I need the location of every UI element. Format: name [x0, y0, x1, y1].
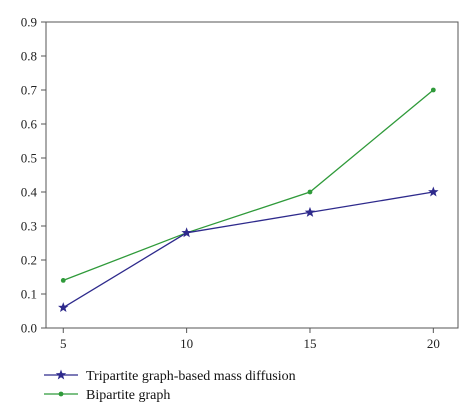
data-point-star: [58, 302, 69, 313]
data-point-dot: [430, 87, 436, 93]
data-point-star: [428, 186, 439, 197]
legend-dot-icon: [58, 391, 64, 397]
series-tripartite: [58, 186, 439, 313]
x-tick-label: 5: [60, 336, 67, 351]
legend-item: Tripartite graph-based mass diffusion: [44, 369, 296, 384]
series-bipartite: [60, 87, 436, 283]
y-tick-label: 0.0: [21, 321, 37, 336]
y-tick-label: 0.2: [21, 253, 37, 268]
plot-frame: [45, 21, 459, 329]
y-axis: 0.0 0.1 0.2 0.3 0.4 0.5 0.6 0.7 0.8 0.9: [21, 15, 46, 336]
legend: Tripartite graph-based mass diffusion Bip…: [44, 369, 296, 403]
legend-label: Bipartite graph: [86, 388, 170, 403]
data-point-star: [181, 227, 192, 238]
legend-star-icon: [55, 369, 67, 380]
y-tick-label: 0.7: [21, 83, 38, 98]
legend-label: Tripartite graph-based mass diffusion: [86, 369, 296, 384]
y-tick-label: 0.1: [21, 287, 37, 302]
legend-item: Bipartite graph: [44, 388, 170, 403]
data-point-dot: [60, 278, 66, 283]
y-tick-label: 0.3: [21, 219, 37, 234]
series-line: [63, 89, 434, 282]
x-tick-label: 10: [180, 336, 193, 351]
x-tick-label: 20: [427, 336, 440, 351]
data-point-dot: [307, 189, 313, 195]
x-tick-label: 15: [303, 336, 316, 351]
y-tick-label: 0.6: [21, 117, 38, 132]
series-layer: [58, 87, 439, 313]
data-point-star: [304, 206, 316, 217]
y-tick-label: 0.5: [21, 151, 37, 166]
y-tick-label: 0.9: [21, 15, 37, 30]
x-axis: 5 10 15 20: [60, 328, 440, 351]
y-tick-label: 0.4: [21, 185, 38, 200]
y-tick-label: 0.8: [21, 49, 37, 64]
series-line: [62, 191, 434, 309]
